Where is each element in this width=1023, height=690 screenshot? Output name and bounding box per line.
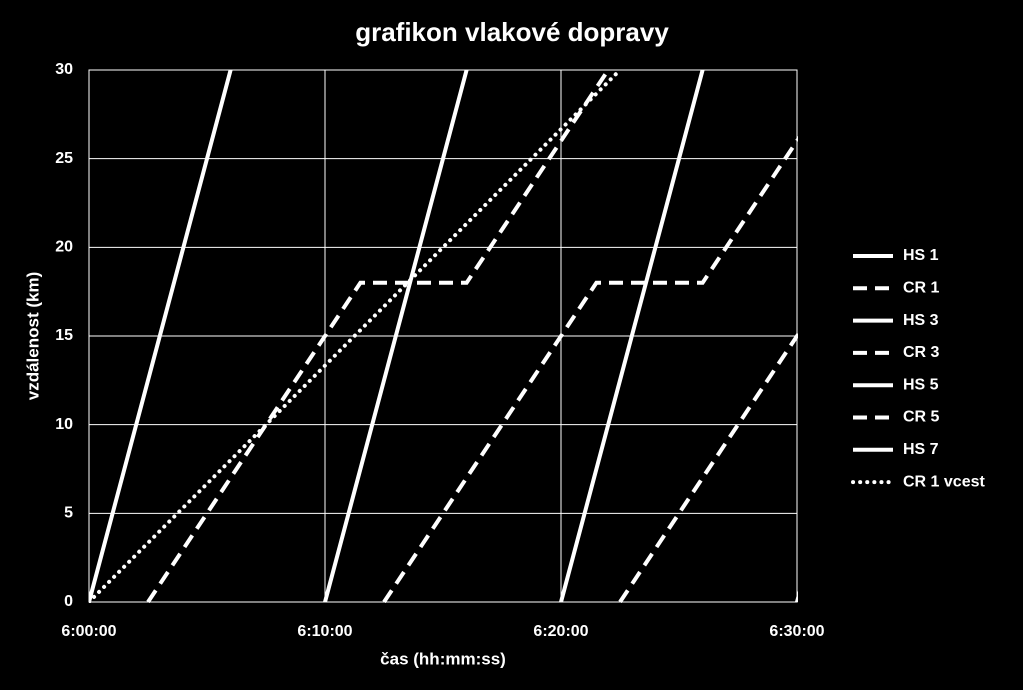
legend-label: HS 5: [903, 376, 939, 393]
x-tick-label: 6:30:00: [769, 623, 824, 640]
y-tick-label: 5: [64, 505, 73, 522]
series-line: [382, 135, 798, 603]
x-tick-label: 6:10:00: [297, 623, 352, 640]
plot-lines: [89, 70, 798, 603]
x-axis-label: čas (hh:mm:ss): [380, 649, 506, 668]
x-tick-label: 6:20:00: [533, 623, 588, 640]
y-tick-label: 15: [55, 327, 73, 344]
legend-label: CR 1: [903, 280, 940, 297]
series-line: [89, 70, 622, 603]
series-line: [89, 70, 233, 603]
y-tick-label: 10: [55, 416, 73, 433]
series-line: [559, 70, 705, 603]
legend-label: CR 5: [903, 409, 940, 426]
y-tick-label: 25: [55, 150, 73, 167]
series-line: [146, 70, 610, 603]
legend-label: CR 3: [903, 344, 940, 361]
legend-label: HS 1: [903, 247, 939, 264]
x-tick-label: 6:00:00: [61, 623, 116, 640]
y-tick-label: 20: [55, 239, 73, 256]
chart-title: grafikon vlakové dopravy: [355, 17, 669, 47]
legend: HS 1 CR 1 HS 3 CR 3 HS 5 CR 5 HS 7 CR 1 vcest: [851, 247, 985, 490]
series-line: [618, 330, 798, 603]
legend-label: HS 3: [903, 312, 939, 329]
y-tick-label: 30: [55, 61, 73, 78]
legend-label: HS 7: [903, 441, 939, 458]
legend-label: CR 1 vcest: [903, 473, 985, 490]
y-tick-label: 0: [64, 593, 73, 610]
series-line: [323, 70, 469, 603]
y-axis-label: vzdálenost (km): [23, 272, 42, 400]
